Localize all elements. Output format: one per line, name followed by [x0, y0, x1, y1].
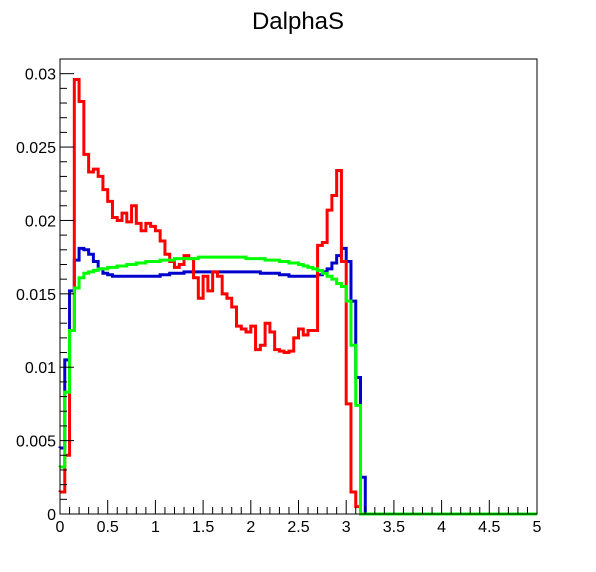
x-tick-label: 0.5 [97, 519, 119, 536]
y-tick-label: 0.005 [16, 434, 56, 451]
series-layer [58, 78, 537, 516]
y-tick-label: 0.015 [16, 287, 56, 304]
x-tick-label: 3.5 [383, 519, 405, 536]
x-tick-label: 2.5 [287, 519, 309, 536]
x-axis: 0 0.5 1 1.5 2 2.5 3 3.5 4 4.5 5 [56, 500, 542, 536]
series-2-line [58, 78, 537, 516]
y-tick-label: 0.03 [25, 67, 56, 84]
x-tick-label: 2 [246, 519, 255, 536]
y-tick-label: 0.02 [25, 213, 56, 230]
x-tick-label: 1.5 [192, 519, 214, 536]
x-tick-label: 4.5 [478, 519, 500, 536]
chart-title: DalphaS [252, 8, 344, 35]
x-tick-label: 0 [56, 519, 65, 536]
y-tick-label: 0.025 [16, 140, 56, 157]
y-axis: 0 0.005 0.01 0.015 0.02 0.025 0.03 [16, 58, 74, 524]
series-1-line [58, 246, 537, 516]
x-tick-label: 4 [437, 519, 446, 536]
plot-frame [59, 58, 538, 515]
x-tick-label: 5 [533, 519, 542, 536]
y-tick-label: 0.01 [25, 360, 56, 377]
x-tick-label: 3 [342, 519, 351, 536]
y-tick-label: 0 [47, 507, 56, 524]
x-tick-label: 1 [151, 519, 160, 536]
series-3-line [58, 255, 537, 516]
